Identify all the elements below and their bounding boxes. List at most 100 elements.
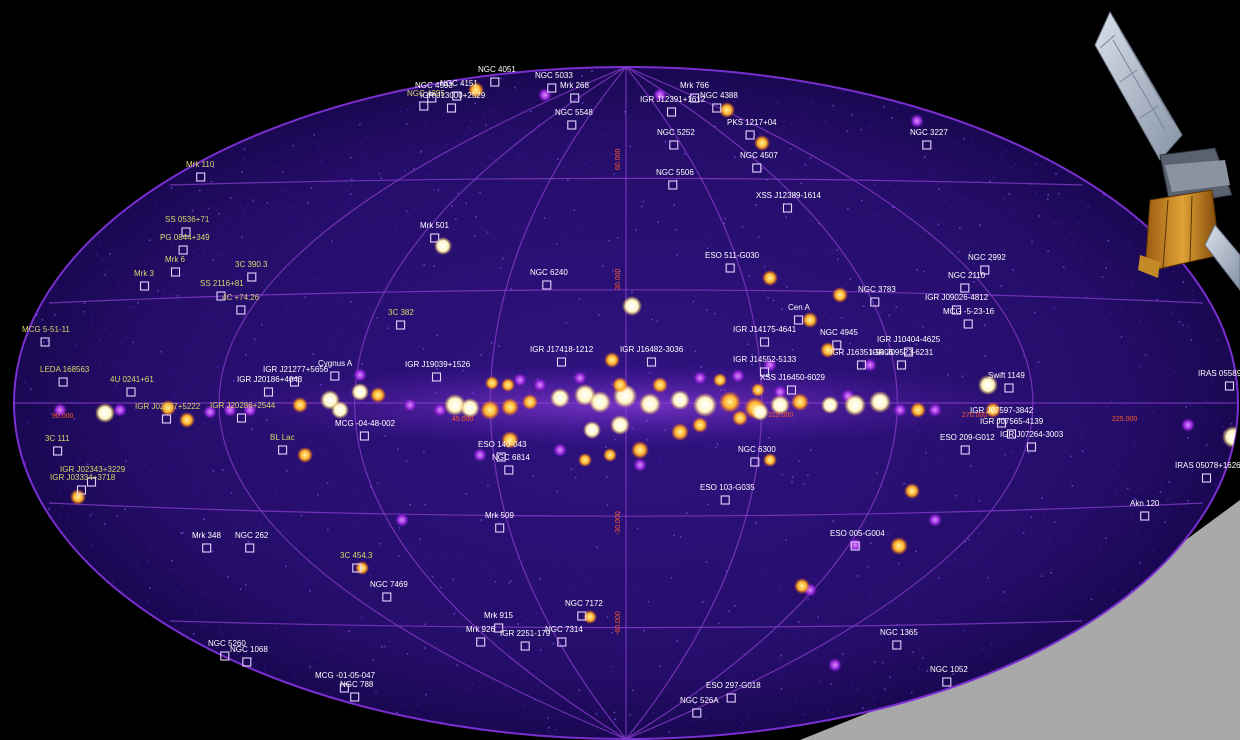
source-blob bbox=[794, 578, 810, 594]
noise-speck bbox=[1159, 491, 1162, 493]
noise-speck bbox=[923, 156, 926, 158]
noise-speck bbox=[761, 168, 763, 170]
source-label: NGC 3783 bbox=[858, 285, 896, 307]
noise-speck bbox=[758, 661, 760, 663]
noise-speck bbox=[989, 180, 991, 183]
noise-speck bbox=[231, 154, 233, 157]
noise-speck bbox=[499, 77, 502, 80]
noise-speck bbox=[539, 578, 541, 580]
noise-speck bbox=[775, 323, 778, 325]
source-marker bbox=[139, 281, 150, 291]
source-blob bbox=[292, 397, 308, 413]
source-label: ESO 005-G004 bbox=[830, 529, 885, 551]
noise-speck bbox=[196, 236, 199, 239]
noise-speck bbox=[895, 107, 898, 110]
noise-speck bbox=[1012, 269, 1014, 271]
noise-speck bbox=[699, 151, 701, 153]
noise-speck bbox=[568, 589, 570, 592]
noise-speck bbox=[98, 243, 100, 246]
noise-speck bbox=[251, 337, 253, 340]
source-name: NGC 1068 bbox=[230, 645, 268, 654]
noise-speck bbox=[539, 662, 542, 664]
noise-speck bbox=[419, 345, 422, 348]
source-blob bbox=[978, 375, 998, 395]
noise-speck bbox=[124, 508, 126, 511]
noise-speck bbox=[250, 227, 253, 230]
noise-speck bbox=[872, 697, 875, 700]
source-blob bbox=[633, 458, 647, 472]
source-label: IGR J09026-4812 bbox=[925, 293, 989, 315]
noise-speck bbox=[947, 333, 949, 336]
noise-speck bbox=[436, 334, 438, 336]
source-blob bbox=[612, 377, 628, 393]
noise-speck bbox=[983, 595, 986, 597]
noise-speck bbox=[483, 114, 486, 117]
noise-speck bbox=[979, 549, 982, 551]
noise-speck bbox=[817, 146, 820, 148]
noise-speck bbox=[417, 95, 419, 98]
noise-speck bbox=[634, 564, 637, 566]
grid-longitude-line bbox=[354, 67, 627, 739]
noise-speck bbox=[742, 359, 745, 362]
source-label: IGR J16351-5806 bbox=[830, 348, 894, 370]
noise-speck bbox=[288, 217, 291, 220]
noise-speck bbox=[41, 318, 44, 321]
noise-speck bbox=[984, 324, 986, 327]
noise-speck bbox=[286, 224, 289, 226]
noise-speck bbox=[300, 538, 302, 540]
noise-speck bbox=[294, 445, 297, 448]
noise-speck bbox=[961, 375, 964, 377]
noise-speck bbox=[529, 171, 531, 174]
noise-speck bbox=[994, 367, 997, 370]
noise-speck bbox=[995, 358, 998, 360]
noise-speck bbox=[905, 199, 907, 201]
noise-speck bbox=[1003, 591, 1005, 593]
noise-speck bbox=[1037, 361, 1040, 363]
source-label: NGC 788 bbox=[340, 680, 374, 702]
noise-speck bbox=[707, 503, 709, 506]
source-marker bbox=[178, 245, 188, 255]
noise-speck bbox=[1036, 365, 1038, 367]
noise-speck bbox=[990, 642, 992, 645]
noise-speck bbox=[689, 353, 692, 356]
noise-speck bbox=[777, 657, 779, 660]
noise-speck bbox=[1193, 298, 1195, 301]
noise-speck bbox=[480, 519, 482, 521]
noise-speck bbox=[664, 141, 667, 143]
source-name: NGC 4507 bbox=[740, 151, 778, 160]
noise-speck bbox=[631, 689, 634, 692]
noise-speck bbox=[1053, 520, 1056, 523]
noise-speck bbox=[570, 468, 573, 471]
noise-speck bbox=[424, 503, 426, 506]
noise-speck bbox=[706, 247, 709, 250]
source-name: IGR J14175-4641 bbox=[733, 325, 797, 334]
noise-speck bbox=[313, 657, 316, 660]
source-name: NGC 5506 bbox=[656, 168, 694, 177]
source-blob bbox=[297, 447, 313, 463]
noise-speck bbox=[487, 484, 489, 487]
noise-speck bbox=[868, 599, 870, 601]
noise-speck bbox=[940, 446, 943, 448]
noise-speck bbox=[956, 432, 958, 435]
noise-speck bbox=[313, 630, 316, 633]
noise-speck bbox=[507, 517, 510, 519]
noise-speck bbox=[365, 155, 367, 158]
noise-speck bbox=[241, 262, 243, 265]
noise-speck bbox=[1031, 201, 1033, 203]
noise-speck bbox=[144, 464, 146, 467]
noise-speck bbox=[916, 268, 918, 271]
noise-speck bbox=[581, 75, 583, 78]
noise-speck bbox=[894, 190, 896, 192]
noise-speck bbox=[169, 441, 172, 443]
source-name: NGC 5033 bbox=[535, 71, 573, 80]
source-label: NGC 5260 bbox=[208, 639, 246, 661]
source-label: NGC 7172 bbox=[565, 599, 603, 621]
noise-speck bbox=[474, 310, 476, 312]
noise-speck bbox=[786, 286, 788, 288]
noise-speck bbox=[163, 292, 165, 295]
noise-speck bbox=[526, 619, 528, 621]
source-label: IGR J07264-3003 bbox=[1000, 430, 1064, 452]
solar-panel-upper bbox=[1094, 10, 1183, 161]
noise-speck bbox=[271, 207, 273, 209]
noise-speck bbox=[1230, 423, 1233, 425]
